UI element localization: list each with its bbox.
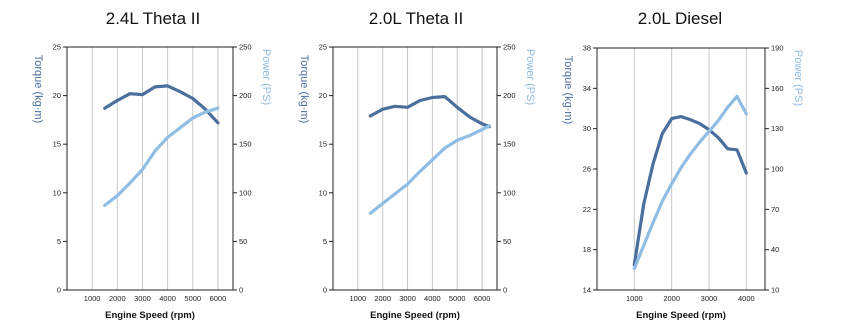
- y-tick-label-left: 0: [323, 286, 327, 295]
- y-tick-label-left: 20: [53, 91, 61, 100]
- y-tick-label-left: 25: [319, 43, 327, 52]
- y-tick-label-right: 50: [503, 237, 511, 246]
- x-tick-label: 1000: [626, 294, 643, 303]
- y-tick-label-right: 100: [239, 188, 252, 197]
- y-tick-label-right: 100: [503, 188, 516, 197]
- y-tick-label-left: 30: [583, 124, 591, 133]
- y-tick-label-right: 100: [771, 165, 784, 174]
- y-tick-label-right: 150: [503, 140, 516, 149]
- x-tick-label: 3000: [701, 294, 718, 303]
- chart-panel-3: 2.0L Diesel 14 18 22 26 30 34 38 10 40 70 100 130 160…: [562, 9, 804, 321]
- y-tick-label-right: 130: [771, 124, 784, 133]
- torque-series-line: [368, 94, 492, 129]
- y-axis-label-right: Power (PS): [524, 49, 536, 105]
- y-axis-label-left: Torque (kg·m): [562, 56, 574, 124]
- power-series-line: [103, 106, 220, 207]
- y-tick-label-left: 15: [53, 140, 61, 149]
- chart-title: 2.0L Diesel: [638, 9, 722, 28]
- x-tick-label: 6000: [474, 294, 491, 303]
- torque-series-line: [103, 84, 220, 125]
- y-tick-label-right: 50: [239, 237, 247, 246]
- x-tick-label: 1000: [84, 294, 101, 303]
- x-tick-label: 3000: [399, 294, 416, 303]
- torque-series-line: [632, 114, 748, 267]
- y-axis-label-left: Torque (kg·m): [298, 55, 310, 123]
- plot-frame: [66, 46, 234, 291]
- y-tick-label-right: 200: [239, 91, 252, 100]
- x-tick-label: 6000: [210, 294, 227, 303]
- y-tick-label-left: 5: [323, 237, 327, 246]
- x-tick-label: 2000: [374, 294, 391, 303]
- power-series-line: [632, 94, 748, 271]
- y-tick-label-left: 38: [583, 44, 591, 53]
- chart-title: 2.0L Theta II: [369, 9, 464, 28]
- y-axis-label-right: Power (PS): [260, 49, 272, 105]
- y-tick-label-right: 70: [771, 205, 779, 214]
- y-tick-label-left: 14: [583, 286, 591, 295]
- x-tick-label: 5000: [449, 294, 466, 303]
- chart-title: 2.4L Theta II: [106, 9, 201, 28]
- x-tick-label: 1000: [350, 294, 367, 303]
- y-tick-label-left: 25: [53, 43, 61, 52]
- y-tick-label-right: 190: [771, 44, 784, 53]
- y-tick-label-left: 0: [57, 286, 61, 295]
- y-tick-label-right: 0: [239, 286, 243, 295]
- x-tick-label: 2000: [109, 294, 126, 303]
- x-tick-label: 3000: [134, 294, 151, 303]
- y-axis-label-right: Power (PS): [792, 50, 804, 106]
- x-tick-label: 5000: [184, 294, 201, 303]
- y-tick-label-left: 34: [583, 84, 591, 93]
- y-tick-label-right: 200: [503, 91, 516, 100]
- y-tick-label-left: 5: [57, 237, 61, 246]
- y-tick-label-left: 10: [53, 188, 61, 197]
- chart-panel-2: 2.0L Theta II051015202505010015020025010…: [298, 9, 536, 321]
- y-tick-label-left: 22: [583, 205, 591, 214]
- y-tick-label-right: 250: [239, 43, 252, 52]
- y-tick-label-left: 15: [319, 140, 327, 149]
- x-tick-label: 4000: [424, 294, 441, 303]
- plot-frame: [332, 46, 498, 291]
- x-axis-label: Engine Speed (rpm): [370, 310, 460, 321]
- x-tick-label: 2000: [663, 294, 680, 303]
- x-axis-label: Engine Speed (rpm): [636, 310, 726, 321]
- y-tick-label-left: 26: [583, 165, 591, 174]
- y-tick-label-right: 250: [503, 43, 516, 52]
- y-tick-label-right: 0: [503, 286, 507, 295]
- y-tick-label-left: 10: [319, 188, 327, 197]
- y-tick-label-left: 18: [583, 245, 591, 254]
- y-tick-label-right: 10: [771, 286, 779, 295]
- x-axis-label: Engine Speed (rpm): [105, 310, 195, 321]
- chart-panel-1: 2.4L Theta II051015202505010015020025010…: [32, 9, 272, 321]
- x-tick-label: 4000: [159, 294, 176, 303]
- y-tick-label-right: 40: [771, 245, 779, 254]
- y-tick-label-right: 150: [239, 140, 252, 149]
- y-tick-label-right: 160: [771, 84, 784, 93]
- x-tick-label: 4000: [738, 294, 755, 303]
- y-tick-label-left: 20: [319, 91, 327, 100]
- y-axis-label-left: Torque (kg·m): [32, 55, 44, 123]
- power-series-line: [368, 124, 492, 215]
